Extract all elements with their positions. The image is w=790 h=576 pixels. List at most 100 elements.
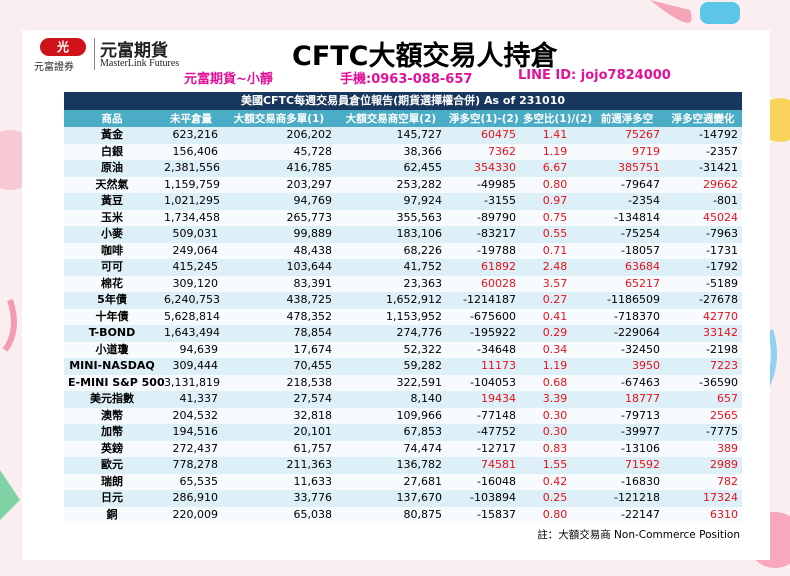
table-cell: 2,381,556 — [160, 160, 222, 177]
table-cell: 203,297 — [222, 176, 336, 193]
table-cell: 70,455 — [222, 358, 336, 375]
table-row: 加幣 194,516 20,101 67,853 -47752 0.30 -39977 -77… — [64, 424, 742, 441]
table-row: 小麥 509,031 99,889 183,106 -83217 0.55 -75254 -7… — [64, 226, 742, 243]
table-cell: 272,437 — [160, 440, 222, 457]
table-cell: 棉花 — [64, 275, 160, 292]
table-cell: E-MINI S&P 500 — [64, 374, 165, 391]
table-cell: 354330 — [446, 160, 520, 177]
table-cell: 61892 — [446, 259, 520, 276]
table-cell: 0.97 — [520, 193, 590, 210]
table-cell: 5年債 — [64, 292, 160, 309]
table-cell: 194,516 — [160, 424, 222, 441]
table-cell: -103894 — [446, 490, 520, 507]
table-cell: -77148 — [446, 407, 520, 424]
table-row: 歐元 778,278 211,363 136,782 74581 1.55 71592 298… — [64, 457, 742, 474]
table-cell: MINI-NASDAQ — [64, 358, 160, 375]
table-row: 十年債 5,628,814 478,352 1,153,952 -675600 0.41-… — [64, 308, 742, 325]
table-cell: -3155 — [446, 193, 520, 210]
table-cell: 78,854 — [222, 325, 336, 342]
table-cell: 74581 — [446, 457, 520, 474]
table-cell: 玉米 — [64, 209, 160, 226]
table-cell: 109,966 — [336, 407, 446, 424]
table-row: E-MINI S&P 500 3,131,819 218,538 322,591 -10… — [64, 374, 742, 391]
table-cell: 3.57 — [520, 275, 590, 292]
table-cell: 218,538 — [222, 374, 336, 391]
table-cell: -718370 — [590, 308, 664, 325]
table-cell: 11,633 — [222, 473, 336, 490]
table-cell: 509,031 — [160, 226, 222, 243]
table-cell: 0.30 — [520, 407, 590, 424]
table-cell: 657 — [664, 391, 742, 408]
table-cell: -5189 — [664, 275, 742, 292]
table-cell: 183,106 — [336, 226, 446, 243]
table-cell: 782 — [664, 473, 742, 490]
table-cell: -36590 — [664, 374, 742, 391]
table-cell: 銅 — [64, 506, 160, 523]
table-cell: -31421 — [664, 160, 742, 177]
table-cell: 83,391 — [222, 275, 336, 292]
table-row: 天然氣 1,159,759 203,297 253,282 -49985 0.80 -796… — [64, 176, 742, 193]
table-cell: 17,674 — [222, 341, 336, 358]
logo: 光 元富證券 元富期貨 MasterLink Futures — [32, 36, 202, 73]
table-cell: 265,773 — [222, 209, 336, 226]
table-cell: 0.80 — [520, 506, 590, 523]
table-cell: 778,278 — [160, 457, 222, 474]
table-cell: 204,532 — [160, 407, 222, 424]
table-cell: 80,875 — [336, 506, 446, 523]
table-cell: 478,352 — [222, 308, 336, 325]
table-cell: 309,444 — [160, 358, 222, 375]
contact: 元富期貨~小靜 — [184, 72, 273, 87]
table-cell: 1,734,458 — [160, 209, 222, 226]
table-cell: 0.25 — [520, 490, 590, 507]
note: 註：大額交易商 Non-Commerce Position — [64, 523, 742, 542]
column-header: 大額交易商空單(2) — [336, 110, 446, 127]
table-cell: 415,245 — [160, 259, 222, 276]
column-header: 未平倉量 — [160, 110, 222, 127]
table-cell: -67463 — [590, 374, 664, 391]
table-wrap: 美國CFTC每週交易員倉位報告(期貨選擇權合併) As of 231010 商品… — [64, 92, 742, 542]
table-cell: 156,406 — [160, 143, 222, 160]
table-cell: 0.34 — [520, 341, 590, 358]
table-cell: 歐元 — [64, 457, 160, 474]
table-cell: -104053 — [446, 374, 520, 391]
table-cell: 41,752 — [336, 259, 446, 276]
table-cell: 67,853 — [336, 424, 446, 441]
table-cell: 小道瓊 — [64, 341, 160, 358]
logo-name: 元富期貨 — [100, 41, 168, 61]
table-row: 日元 286,910 33,776 137,670 -103894 0.25 -121218… — [64, 490, 742, 507]
table-cell: 1,159,759 — [160, 176, 222, 193]
table-cell: 32,818 — [222, 407, 336, 424]
table-cell: -79713 — [590, 407, 664, 424]
table-row: MINI-NASDAQ 309,444 70,455 59,282 11173 1.19 3… — [64, 358, 742, 375]
table-cell: 48,438 — [222, 242, 336, 259]
table-cell: 0.71 — [520, 242, 590, 259]
table-row: 黃金 623,216 206,202 145,727 60475 1.41 75267 -14… — [64, 127, 742, 144]
table-cell: 27,574 — [222, 391, 336, 408]
table-cell: -1214187 — [446, 292, 520, 309]
table-cell: T-BOND — [64, 325, 160, 342]
table-cell: 94,769 — [222, 193, 336, 210]
table-cell: 385751 — [590, 160, 664, 177]
table: 商品 未平倉量 大額交易商多單(1) 大額交易商空單(2) 淨多空(1)-(2) 多空比(… — [64, 110, 742, 523]
table-cell: 1,021,295 — [160, 193, 222, 210]
table-row: 澳幣 204,532 32,818 109,966 -77148 0.30 -79713 25… — [64, 407, 742, 424]
table-cell: 52,322 — [336, 341, 446, 358]
table-cell: -16830 — [590, 473, 664, 490]
table-cell: 2989 — [664, 457, 742, 474]
table-cell: 澳幣 — [64, 407, 160, 424]
blob — [700, 2, 740, 24]
table-cell: 438,725 — [222, 292, 336, 309]
table-cell: 97,924 — [336, 193, 446, 210]
card: 光 元富證券 元富期貨 MasterLink Futures CFTC大額交易人… — [22, 30, 770, 560]
title: CFTC大額交易人持倉 — [292, 41, 558, 72]
table-cell: -7775 — [664, 424, 742, 441]
table-cell: 17324 — [664, 490, 742, 507]
table-cell: 355,563 — [336, 209, 446, 226]
divider — [94, 38, 95, 70]
table-cell: -134814 — [590, 209, 664, 226]
table-cell: -195922 — [446, 325, 520, 342]
table-cell: 249,064 — [160, 242, 222, 259]
table-cell: 1.41 — [520, 127, 590, 144]
table-cell: 137,670 — [336, 490, 446, 507]
table-title: 美國CFTC每週交易員倉位報告(期貨選擇權合併) As of 231010 — [64, 92, 742, 110]
